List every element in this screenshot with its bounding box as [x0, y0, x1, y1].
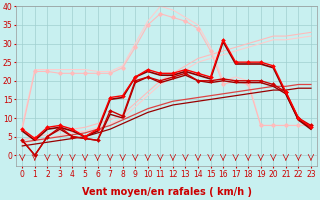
X-axis label: Vent moyen/en rafales ( km/h ): Vent moyen/en rafales ( km/h )	[82, 187, 252, 197]
